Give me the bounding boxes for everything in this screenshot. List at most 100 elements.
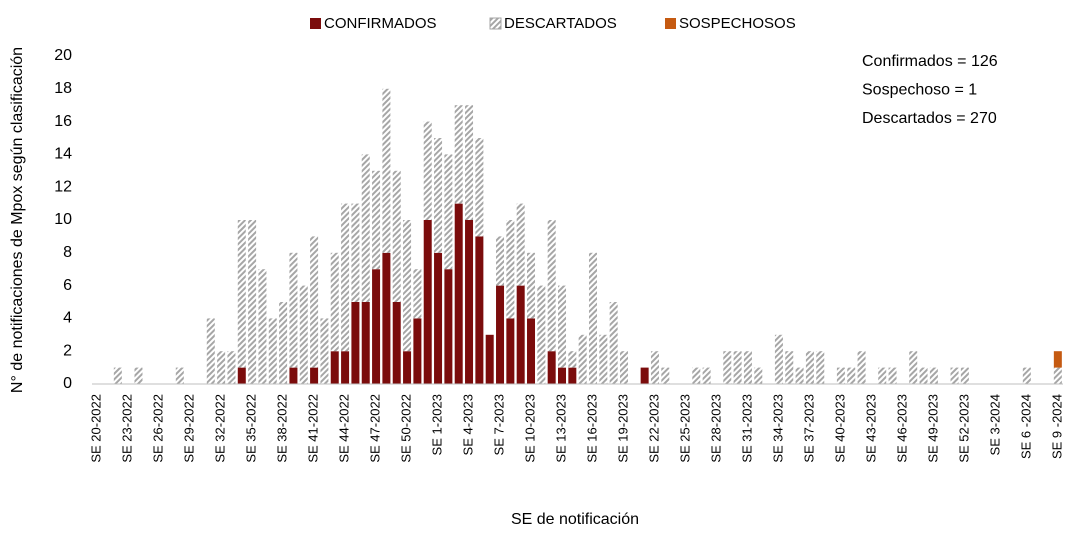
x-tick-label: SE 43-2023 [863,394,878,463]
bar-segment [496,236,505,286]
x-tick-label: SE 13-2023 [553,394,568,463]
y-tick-label: 16 [54,113,72,130]
bar-segment [909,351,918,384]
bar-segment [547,351,556,384]
bar-segment [816,351,825,384]
bar-segment [465,220,474,384]
bar-segment [372,170,381,270]
x-tick-label: SE 20-2022 [89,394,104,463]
bar-segment [650,351,659,384]
annotation: Sospechoso = 1 [862,82,977,99]
bar-segment [516,285,525,384]
bar-segment [661,367,670,384]
bar-segment [454,203,463,384]
bar-segment [403,351,412,384]
bar-segment [289,367,298,384]
x-tick-label: SE 26-2022 [151,394,166,463]
legend-swatch [489,17,502,30]
bar-segment [640,367,649,384]
bar-segment [785,351,794,384]
bar-segment [795,367,804,384]
x-tick-label: SE 41-2022 [306,394,321,463]
x-tick-label: SE 46-2023 [894,394,909,463]
x-tick-label: SE 52-2023 [956,394,971,463]
y-tick-label: 8 [63,244,72,261]
bar-segment [692,367,701,384]
y-tick-label: 10 [54,211,72,228]
bar-segment [1022,367,1031,384]
bar-segment [929,367,938,384]
bar-segment [754,367,763,384]
bar-segment [423,121,432,220]
x-tick-label: SE 23-2022 [120,394,135,463]
bar-segment [619,351,628,384]
bar-segment [547,220,556,352]
bar-segment [588,252,597,384]
bar-segment [444,154,453,270]
y-tick-label: 2 [63,342,72,359]
legend-label: SOSPECHOSOS [679,15,796,32]
y-tick-label: 0 [63,375,72,392]
bar-segment [134,367,143,384]
x-tick-label: SE 22-2023 [646,394,661,463]
x-axis-label: SE de notificación [511,511,639,528]
x-tick-label: SE 37-2023 [801,394,816,463]
bar-segment [382,88,391,253]
x-tick-label: SE 35-2022 [244,394,259,463]
y-tick-label: 18 [54,80,72,97]
x-tick-label: SE 49-2023 [925,394,940,463]
bar-segment [382,252,391,384]
bar-segment [454,105,463,204]
bar-segment [506,318,515,384]
x-tick-label: SE 4-2023 [460,394,475,455]
bar-segment [320,318,329,384]
bar-segment [960,367,969,384]
x-tick-label: SE 38-2022 [275,394,290,463]
bar-segment [506,220,515,319]
y-tick-label: 12 [54,178,72,195]
legend-swatch [665,18,676,29]
x-tick-label: SE 25-2023 [677,394,692,463]
x-tick-label: SE 29-2022 [182,394,197,463]
bar-segment [175,367,184,384]
bar-segment [743,351,752,384]
x-tick-label: SE 28-2023 [708,394,723,463]
bar-segment [372,269,381,384]
bar-segment [237,220,246,368]
bar-segment [279,302,288,384]
bar-segment [609,302,618,384]
x-tick-label: SE 6 -2024 [1018,394,1033,459]
bar-segment [392,302,401,384]
bar-segment [341,203,350,352]
bar-segment [537,285,546,384]
bar-segment [413,269,422,319]
bar-segment [568,351,577,368]
y-axis-label: N° de notificaciones de Mpox según clasi… [9,47,26,393]
bar-segment [434,138,443,253]
legend-label: DESCARTADOS [504,15,617,32]
legend-label: CONFIRMADOS [324,15,437,32]
bar-segment [258,269,267,384]
bar-segment [330,351,339,384]
bar-segment [403,220,412,352]
bar-segment [351,302,360,384]
bar-segment [237,367,246,384]
x-tick-label: SE 9 -2024 [1049,394,1064,459]
bar-segment [299,285,308,384]
bar-segment [857,351,866,384]
bar-segment [950,367,959,384]
bar-segment [733,351,742,384]
x-tick-label: SE 40-2023 [832,394,847,463]
bar-segment [527,318,536,384]
bar-segment [558,367,567,384]
x-tick-label: SE 34-2023 [770,394,785,463]
y-tick-label: 14 [54,146,72,163]
bar-segment [330,252,339,352]
bar-segment [268,318,277,384]
bar-segment [878,367,887,384]
legend-swatch [310,18,321,29]
bar-segment [361,302,370,384]
y-tick-label: 6 [63,277,72,294]
bar-segment [847,367,856,384]
